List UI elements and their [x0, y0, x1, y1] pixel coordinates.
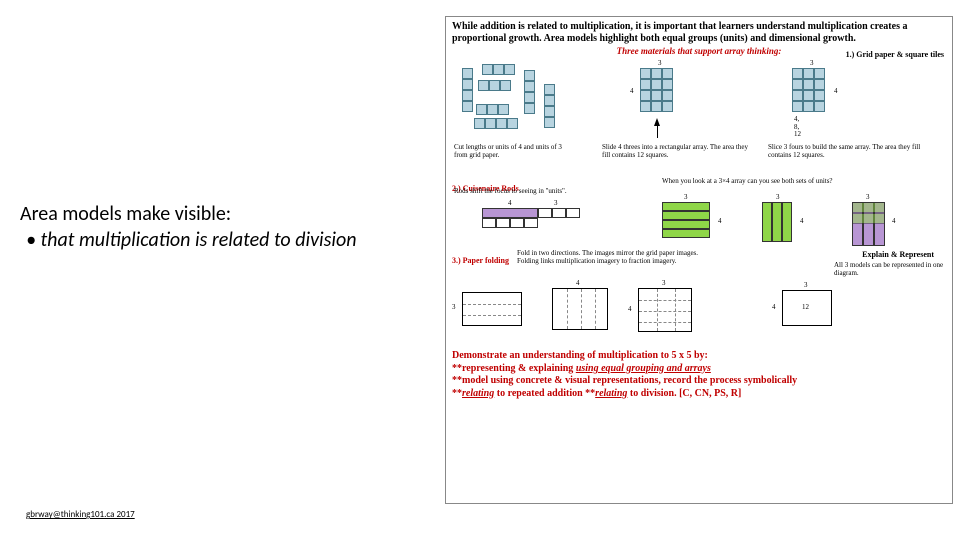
fold-box-2: 4	[552, 288, 608, 330]
explain-body: All 3 models can be represented in one d…	[834, 262, 944, 277]
caption-3: Fold in two directions. The images mirro…	[517, 250, 717, 265]
demo-l2: **representing & explaining using equal …	[452, 363, 946, 376]
intro-text: While addition is related to multiplicat…	[452, 21, 946, 45]
explain-title: Explain & Represent	[862, 250, 934, 259]
fold-box-3: 3 4	[638, 288, 692, 332]
caption-2q: When you look at a 3×4 array can you see…	[662, 178, 922, 186]
caption-2: Rods shift the focus to seeing in "units…	[454, 188, 634, 196]
material-1-label: 1.) Grid paper & square tiles	[846, 50, 944, 59]
fold-box-1: 3	[462, 292, 522, 326]
material-3-label: 3.) Paper folding	[452, 256, 509, 265]
left-bullet: • that multiplication is related to divi…	[20, 228, 410, 252]
demo-l4: **relating to repeated addition **relati…	[452, 388, 946, 401]
demonstrate-block: Demonstrate an understanding of multipli…	[452, 350, 946, 400]
caption-1b: Slide 4 threes into a rectangular array.…	[602, 144, 752, 159]
caption-1c: Slice 3 fours to build the same array. T…	[768, 144, 938, 159]
demo-l3: **model using concrete & visual represen…	[452, 375, 946, 388]
section-paper-folding: 3.) Paper folding Fold in two directions…	[452, 250, 946, 346]
footer-credit: gbrway@thinking101.ca 2017	[26, 509, 135, 520]
worksheet-panel: While addition is related to multiplicat…	[445, 16, 953, 504]
caption-1a: Cut lengths or units of 4 and units of 3…	[454, 144, 574, 159]
section-grid-tiles: 1.) Grid paper & square tiles	[452, 58, 946, 178]
left-title: Area models make visible:	[20, 202, 410, 226]
demo-l1: Demonstrate an understanding of multipli…	[452, 350, 946, 363]
left-panel: Area models make visible: • that multipl…	[20, 202, 410, 252]
section-rods: 2.) Cuisenaire Rods Rods shift the focus…	[452, 178, 946, 250]
